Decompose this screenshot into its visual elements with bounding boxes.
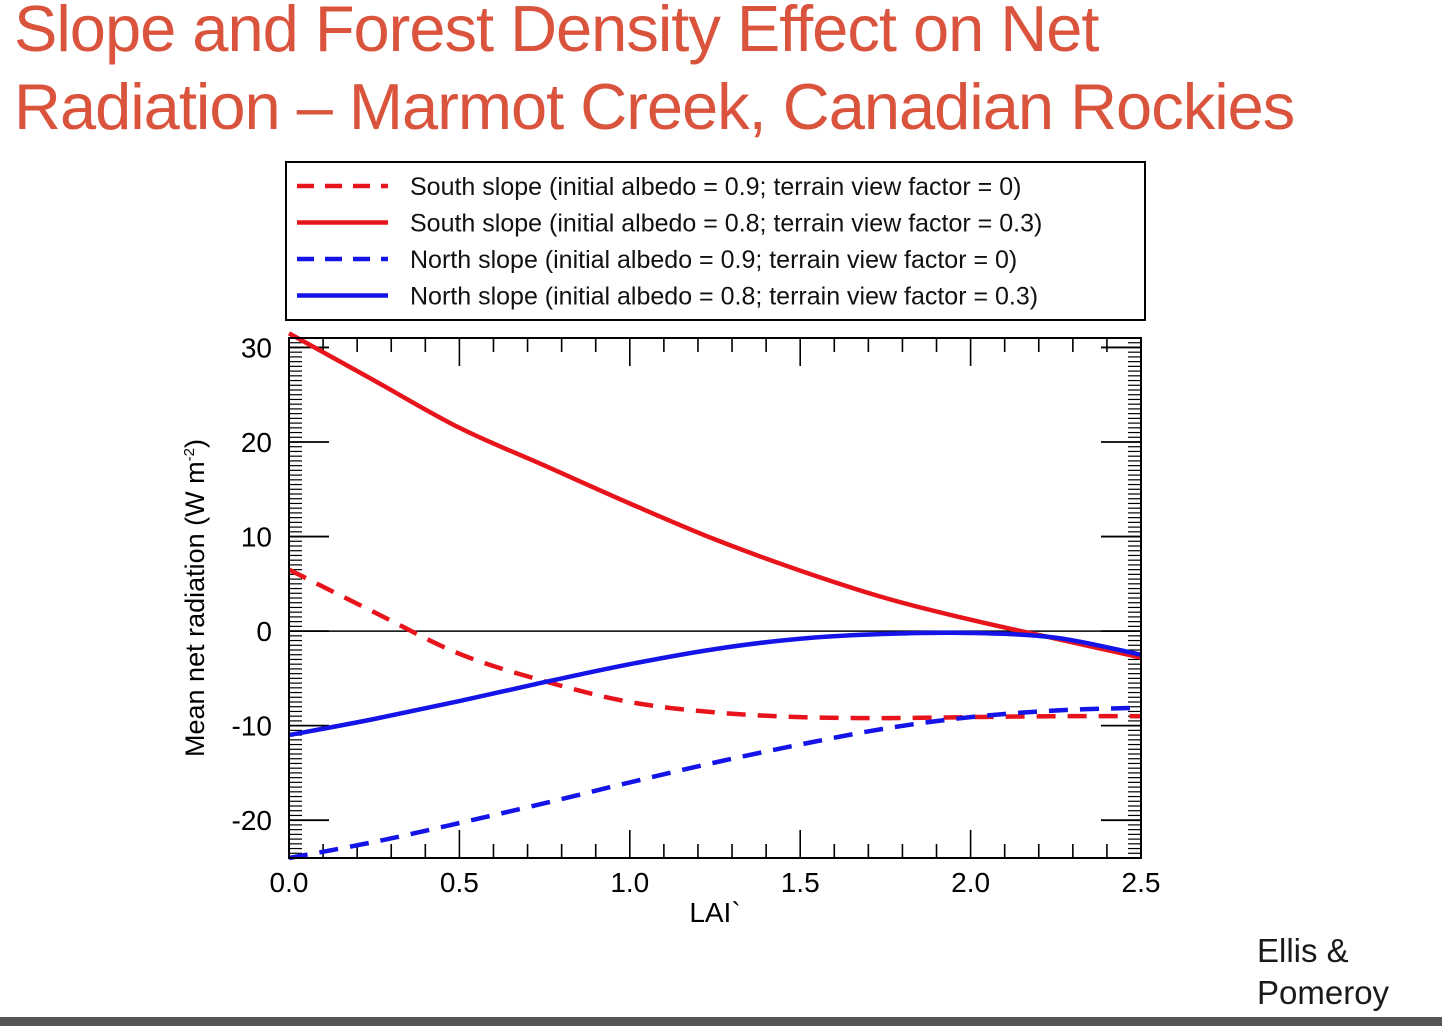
legend-label-2: South slope (initial albedo = 0.8; terra… [410,210,1042,238]
x-axis-title: LAI` [689,897,740,928]
plot-frame [288,337,1142,859]
credit-line-2: Pomeroy [1257,974,1390,1011]
plot-area: -20 -10 0 10 20 30 0.0 0.5 1.0 1.5 2.0 2.5 LAI` Mean … [180,331,1161,928]
legend-box [285,161,1146,321]
series-line-3 [288,705,1142,861]
x-tick-label: 1.0 [610,867,649,898]
legend-label-1: South slope (initial albedo = 0.9; terra… [410,173,1021,201]
credit-line-1: Ellis & [1257,932,1349,969]
x-tick-label: 0.5 [440,867,479,898]
y-tick-label: 10 [241,522,272,553]
y-tick-label: 20 [241,427,272,458]
chart-legend: South slope (initial albedo = 0.9; terra… [285,161,1146,321]
x-tick-label: 2.5 [1122,867,1161,898]
slide-title-line-2: Radiation – Marmot Creek, Canadian Rocki… [14,70,1295,143]
y-axis-title: Mean net radiation (W m-2) [180,439,210,757]
series-line-4 [288,630,1142,738]
series-line-1 [287,567,1142,721]
x-tick-label: 1.5 [781,867,820,898]
slide-title-line-1: Slope and Forest Density Effect on Net [14,0,1099,65]
x-tick-label: 0.0 [270,867,309,898]
slide-bottom-border [0,1017,1442,1026]
legend-label-3: North slope (initial albedo = 0.9; terra… [410,246,1017,274]
y-tick-label: 30 [241,332,272,363]
slide-title: Slope and Forest Density Effect on Net R… [14,0,1434,146]
y-tick-label: 0 [256,616,272,647]
y-tick-label: -20 [232,805,272,836]
x-tick-label: 2.0 [951,867,990,898]
y-tick-label: -10 [232,711,272,742]
legend-label-4: North slope (initial albedo = 0.8; terra… [410,283,1038,311]
author-credit: Ellis & Pomeroy [1257,930,1389,1014]
series-line-2 [287,331,1142,660]
